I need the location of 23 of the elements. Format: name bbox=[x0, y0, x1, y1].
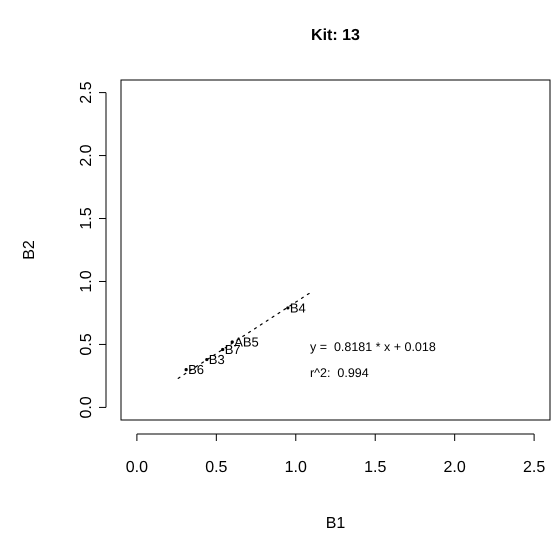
x-axis-title: B1 bbox=[326, 515, 346, 532]
y-tick-label: 2.0 bbox=[78, 144, 95, 167]
data-label: B4 bbox=[290, 300, 306, 316]
point bbox=[184, 368, 188, 372]
point bbox=[286, 306, 290, 310]
x-tick-label: 2.0 bbox=[444, 459, 466, 476]
y-tick-label: 0.0 bbox=[78, 396, 95, 419]
x-tick-label: 0.5 bbox=[205, 459, 228, 476]
data-label: B6 bbox=[188, 362, 204, 378]
x-tick-label: 1.0 bbox=[284, 459, 307, 476]
chart-title: Kit: 13 bbox=[311, 27, 360, 44]
data-label: B3 bbox=[208, 352, 225, 368]
y-tick-label: 0.5 bbox=[78, 333, 95, 356]
x-tick-label: 0.0 bbox=[126, 459, 148, 476]
y-axis-title: B2 bbox=[21, 240, 38, 260]
x-tick-label: 1.5 bbox=[364, 459, 386, 476]
x-tick-label: 2.5 bbox=[522, 459, 546, 476]
y-tick-label: 1.0 bbox=[78, 270, 95, 293]
annotation: r^2: 0.994 bbox=[310, 366, 369, 380]
point bbox=[221, 348, 224, 352]
y-tick-label: 1.5 bbox=[78, 207, 95, 230]
y-tick-label: 2.5 bbox=[78, 81, 95, 104]
annotation: y = 0.8181 * x + 0.018 bbox=[310, 340, 436, 354]
